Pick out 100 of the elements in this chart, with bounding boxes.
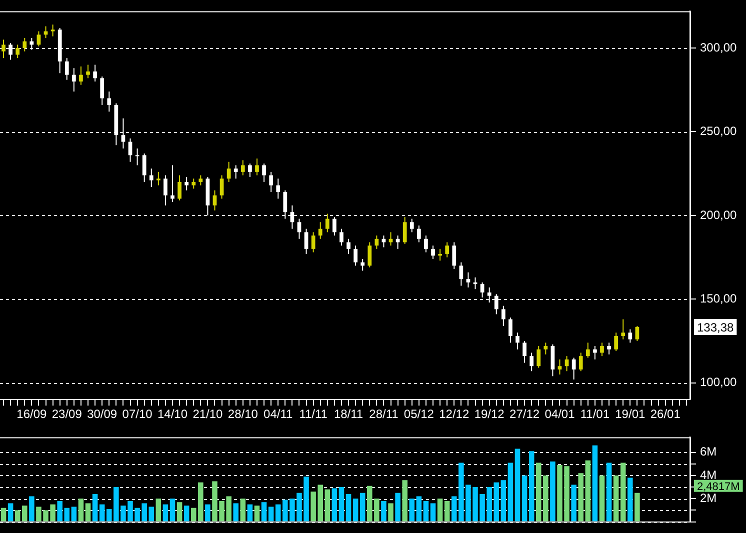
candlestick xyxy=(2,39,6,59)
candlestick xyxy=(480,282,484,298)
candlestick xyxy=(36,30,41,47)
candlestick xyxy=(374,235,379,250)
x-tick-label: 11/01 xyxy=(580,407,610,422)
candlestick xyxy=(290,204,294,230)
bar xyxy=(176,502,182,522)
y-tick-label: 6M xyxy=(700,444,717,459)
candlestick xyxy=(184,176,189,191)
candlestick xyxy=(248,163,252,178)
x-tick-label: 05/12 xyxy=(404,407,434,422)
x-tick-label: 16/09 xyxy=(16,407,48,422)
bar xyxy=(156,498,162,522)
candlestick xyxy=(142,153,146,182)
x-tick-label: 07/10 xyxy=(122,407,153,422)
bar xyxy=(254,506,260,522)
candlestick xyxy=(522,340,526,364)
bar xyxy=(381,500,386,522)
bar xyxy=(247,504,253,522)
bar xyxy=(388,503,394,522)
bar xyxy=(578,473,584,522)
candlestick xyxy=(410,218,414,233)
bar xyxy=(444,500,450,522)
bar xyxy=(528,451,534,522)
candlestick xyxy=(16,44,20,59)
candlestick xyxy=(22,37,27,52)
x-tick-label: 19/01 xyxy=(615,407,646,422)
candlestick xyxy=(149,168,154,188)
candlestick xyxy=(178,174,182,201)
candlestick xyxy=(212,190,217,211)
bar xyxy=(500,480,506,522)
bar xyxy=(85,503,91,522)
candlestick xyxy=(170,164,174,203)
candlestick xyxy=(64,58,69,80)
bar xyxy=(162,504,168,522)
candlestick xyxy=(607,342,611,355)
candlestick xyxy=(466,272,470,288)
candlestick xyxy=(107,91,112,112)
candlestick xyxy=(100,76,104,106)
candlestick xyxy=(558,358,562,375)
bar xyxy=(99,504,105,522)
candlestick xyxy=(368,242,372,268)
x-tick-label: 28/11 xyxy=(369,407,399,422)
bar xyxy=(613,475,619,522)
candlestick xyxy=(354,245,358,266)
candlestick xyxy=(530,352,534,372)
candlestick xyxy=(304,228,308,254)
candlestick xyxy=(544,342,548,355)
bar xyxy=(360,492,366,522)
candlestick xyxy=(79,66,83,86)
candlestick xyxy=(198,174,203,186)
candlestick xyxy=(220,174,224,200)
x-tick-label: 27/12 xyxy=(510,407,540,422)
bar xyxy=(606,462,612,522)
candlestick xyxy=(276,178,280,200)
candlestick xyxy=(487,286,492,303)
y-tick-label: 200,00 xyxy=(700,208,738,222)
bar xyxy=(71,506,77,522)
bar xyxy=(78,498,84,522)
candlestick xyxy=(508,317,512,344)
candlestick xyxy=(311,232,316,253)
bar xyxy=(416,496,422,522)
bar xyxy=(585,460,591,522)
y-tick-label: 2M xyxy=(700,490,717,505)
bar xyxy=(522,475,528,522)
candlestick xyxy=(431,245,435,260)
bar xyxy=(437,498,443,522)
bar xyxy=(395,492,400,522)
candlestick xyxy=(30,37,34,50)
candlestick xyxy=(578,352,583,372)
bar xyxy=(170,498,176,522)
bar xyxy=(22,506,28,522)
x-tick-label: 19/12 xyxy=(474,407,505,422)
bar xyxy=(599,475,605,522)
bar xyxy=(628,478,633,522)
x-tick-label: 14/10 xyxy=(157,407,188,422)
candlestick xyxy=(438,248,442,262)
candlestick xyxy=(93,64,97,82)
bar xyxy=(184,506,190,522)
candlestick xyxy=(121,118,126,149)
candlestick xyxy=(86,64,90,79)
bar xyxy=(508,462,514,522)
candlestick xyxy=(346,238,350,254)
candlestick xyxy=(240,160,245,176)
bar xyxy=(14,510,20,522)
bar xyxy=(430,503,436,522)
candlestick xyxy=(586,342,590,358)
bar xyxy=(409,498,415,522)
candlestick xyxy=(164,174,168,206)
bar xyxy=(346,494,352,522)
bar xyxy=(261,502,267,522)
bar xyxy=(571,484,576,522)
candlestick xyxy=(262,163,266,182)
candlestick xyxy=(494,294,498,315)
candlestick xyxy=(318,222,322,240)
bar xyxy=(338,487,344,522)
candlestick xyxy=(234,164,238,180)
y-tick-label: 150,00 xyxy=(700,291,738,306)
y-tick-label: 100,00 xyxy=(700,375,738,390)
candlestick xyxy=(628,328,632,344)
